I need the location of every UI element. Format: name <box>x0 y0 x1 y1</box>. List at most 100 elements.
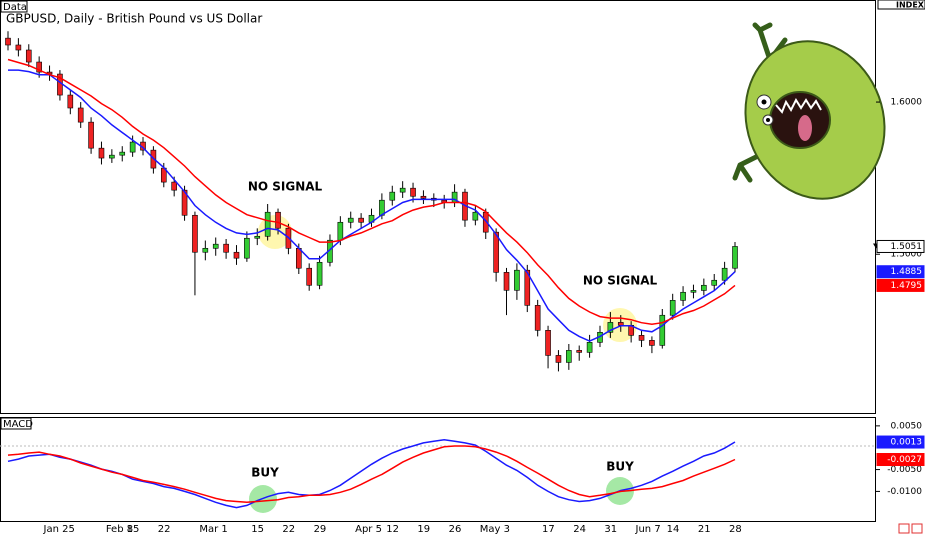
x-tick-label: 31 <box>604 524 617 535</box>
y-tick-label: 1.5000 <box>891 250 923 260</box>
x-tick-label: 21 <box>698 524 711 535</box>
annotation: NO SIGNAL <box>583 274 658 288</box>
indicator-value-label-box <box>876 265 925 279</box>
candle-body <box>192 214 198 253</box>
candle-body <box>586 342 593 353</box>
x-tick-label: 26 <box>449 524 462 535</box>
x-tick-label: 15 <box>251 524 264 535</box>
candle-body <box>410 187 416 197</box>
candle-body <box>15 44 22 51</box>
y-tick-label: -0.0100 <box>887 487 922 497</box>
candle-body <box>25 49 32 63</box>
annotation: BUY <box>251 466 279 480</box>
candle-body <box>98 147 105 159</box>
macd-value-label: 0.0013 <box>891 438 923 448</box>
candle-body <box>244 237 250 259</box>
candle-body <box>275 211 281 229</box>
candle-body <box>555 355 562 363</box>
candle-body <box>420 195 427 199</box>
candle-body <box>254 235 261 239</box>
candle-body <box>669 300 676 316</box>
candle-body <box>109 154 115 159</box>
candle-body <box>212 243 219 249</box>
annotation: NO SIGNAL <box>248 180 323 194</box>
candle-body <box>5 37 11 46</box>
indicator-value-label: 1.4885 <box>891 267 923 277</box>
macd-value-label: -0.0027 <box>887 455 922 465</box>
x-tick-label: 12 <box>386 524 399 535</box>
macd-value-label-box <box>876 453 925 467</box>
candle-body <box>36 61 42 73</box>
macd-label-box <box>0 417 32 430</box>
candle-body <box>732 246 738 269</box>
candle-body <box>690 290 697 293</box>
candle-body <box>721 267 728 281</box>
candle-body <box>129 141 136 153</box>
data-label: Data <box>3 2 27 13</box>
current-price-label-box <box>876 239 925 253</box>
y-tick-label: 1.6000 <box>891 98 923 108</box>
annotation: BUY <box>606 460 634 474</box>
macd-label: MACD <box>3 419 33 430</box>
x-tick-label: 24 <box>573 524 586 535</box>
indicator-line <box>8 69 736 342</box>
candle-body <box>347 217 354 223</box>
x-tick-label: Feb 8 <box>106 524 133 535</box>
candle-body <box>576 350 583 353</box>
candle-body <box>358 217 364 223</box>
candle-body <box>680 291 686 301</box>
x-tick-label: 29 <box>314 524 327 535</box>
x-tick-label: 22 <box>158 524 171 535</box>
candle-body <box>701 284 707 291</box>
data-label-box <box>0 0 28 13</box>
x-tick-label: 22 <box>282 524 295 535</box>
price-panel-frame <box>0 0 876 414</box>
candle-body <box>389 191 396 201</box>
indicator-line <box>7 58 736 325</box>
candle-body <box>337 221 344 241</box>
x-tick-label: 15 <box>127 524 140 535</box>
candle-body <box>306 267 312 286</box>
x-tick-label: Jan 25 <box>43 524 75 535</box>
candle-body <box>638 335 645 341</box>
x-tick-label: Mar 1 <box>199 524 227 535</box>
candle-body <box>524 269 531 306</box>
candle-body <box>181 189 188 216</box>
candle-body <box>659 314 666 346</box>
index-label: INDEX <box>896 1 925 10</box>
candle-body <box>202 247 209 253</box>
indicator-line <box>7 445 736 504</box>
toolbar-icon[interactable] <box>911 523 923 534</box>
monster-illustration <box>732 22 886 200</box>
x-tick-label: Apr 5 <box>355 524 382 535</box>
candle-body <box>316 261 323 286</box>
candle-body <box>264 211 271 237</box>
current-price-label: 1.5051 <box>891 242 923 252</box>
candle-body <box>472 211 479 221</box>
candle-body <box>617 322 624 326</box>
indicator-value-label: 1.4795 <box>891 281 923 291</box>
candle-body <box>607 322 614 333</box>
candle-body <box>566 350 572 363</box>
x-tick-label: Jun 7 <box>635 524 661 535</box>
chart-title: GBPUSD, Daily - British Pound vs US Doll… <box>6 12 262 26</box>
candle-body <box>711 279 718 286</box>
candle-body <box>534 305 541 331</box>
x-tick-label: 17 <box>542 524 555 535</box>
y-tick-label: 0.0050 <box>891 421 923 431</box>
x-tick-label: May 3 <box>480 524 510 535</box>
candle-body <box>493 231 499 273</box>
y-tick-label: -0.0050 <box>887 465 922 475</box>
macd-value-label-box <box>876 435 925 449</box>
toolbar-icon[interactable] <box>898 523 910 534</box>
candle-body <box>233 251 240 259</box>
candle-body <box>295 247 302 269</box>
candle-body <box>67 94 74 109</box>
candle-body <box>77 107 84 123</box>
macd-panel-frame <box>0 417 876 522</box>
x-tick-label: 28 <box>729 524 742 535</box>
candle-body <box>223 243 229 253</box>
index-label-box <box>877 0 925 10</box>
